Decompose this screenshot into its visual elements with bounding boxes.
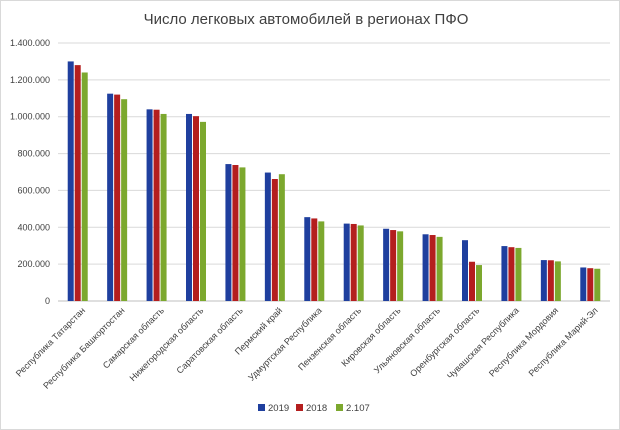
bar (153, 109, 160, 301)
y-tick-label: 600.000 (17, 185, 50, 195)
category-label: Республика Мордовия (487, 305, 560, 378)
bar (580, 267, 587, 301)
bar (186, 113, 192, 301)
bar (554, 261, 561, 301)
chart-title: Число легковых автомобилей в регионах ПФ… (144, 11, 469, 28)
bar (343, 223, 350, 301)
bar (121, 99, 128, 301)
bars (67, 61, 601, 301)
category-label: Чувашская Республика (445, 305, 521, 381)
legend-label: 2019 (268, 403, 289, 414)
bar (160, 113, 167, 301)
y-tick-label: 200.000 (17, 259, 50, 269)
category-label: Республика Марий-Эл (527, 305, 600, 378)
bar (508, 247, 515, 301)
legend-swatch (336, 404, 343, 411)
bar (357, 225, 364, 301)
y-tick-label: 1.400.000 (10, 38, 50, 48)
bar (239, 167, 246, 301)
bar (501, 246, 508, 301)
legend-swatch (296, 404, 303, 411)
bar (146, 109, 153, 301)
bar (264, 172, 271, 301)
bar (225, 164, 232, 301)
bar (278, 174, 285, 301)
bar (304, 217, 311, 301)
bar (515, 247, 522, 301)
bar (390, 230, 397, 301)
bar (469, 261, 475, 301)
bar (397, 231, 404, 301)
bar (81, 72, 88, 301)
bar (422, 234, 429, 301)
bar (594, 268, 601, 301)
legend: 2019 2018 2.107 (258, 403, 370, 414)
bar (311, 218, 318, 301)
bar (429, 235, 436, 301)
bar (67, 61, 74, 301)
bar (200, 121, 206, 301)
legend-label: 2018 (306, 403, 327, 414)
bar (540, 260, 547, 301)
category-label: Оренбургская область (408, 305, 482, 379)
bar (436, 236, 443, 301)
y-tick-label: 1.200.000 (10, 75, 50, 85)
bar (462, 240, 468, 301)
y-tick-label: 0 (45, 296, 50, 306)
bar (74, 65, 81, 301)
category-label: Саратовская область (175, 305, 246, 376)
legend-swatch (258, 404, 265, 411)
bar (587, 268, 594, 301)
category-label: Республика Башкортостан (41, 305, 126, 390)
y-tick-label: 1.000.000 (10, 112, 50, 122)
category-label: Ульяновская область (372, 305, 442, 375)
bar (107, 93, 114, 301)
gridlines (58, 42, 610, 302)
bar (383, 228, 390, 301)
y-tick-label: 400.000 (17, 222, 50, 232)
category-label: Нижегородская область (128, 305, 206, 383)
y-tick-label: 800.000 (17, 149, 50, 159)
y-axis: 0 200.000 400.000 600.000 800.000 1.000.000 1.… (10, 38, 50, 306)
bar (318, 221, 325, 301)
bar (547, 260, 554, 301)
legend-label: 2.107 (346, 403, 370, 414)
category-label: Республика Татарстан (14, 305, 87, 378)
bar (271, 179, 278, 301)
bar (350, 223, 357, 301)
bar (232, 164, 239, 301)
bar (114, 94, 121, 301)
bar (193, 116, 199, 301)
bar (476, 265, 482, 301)
category-label: Удмуртская Республика (246, 305, 323, 382)
